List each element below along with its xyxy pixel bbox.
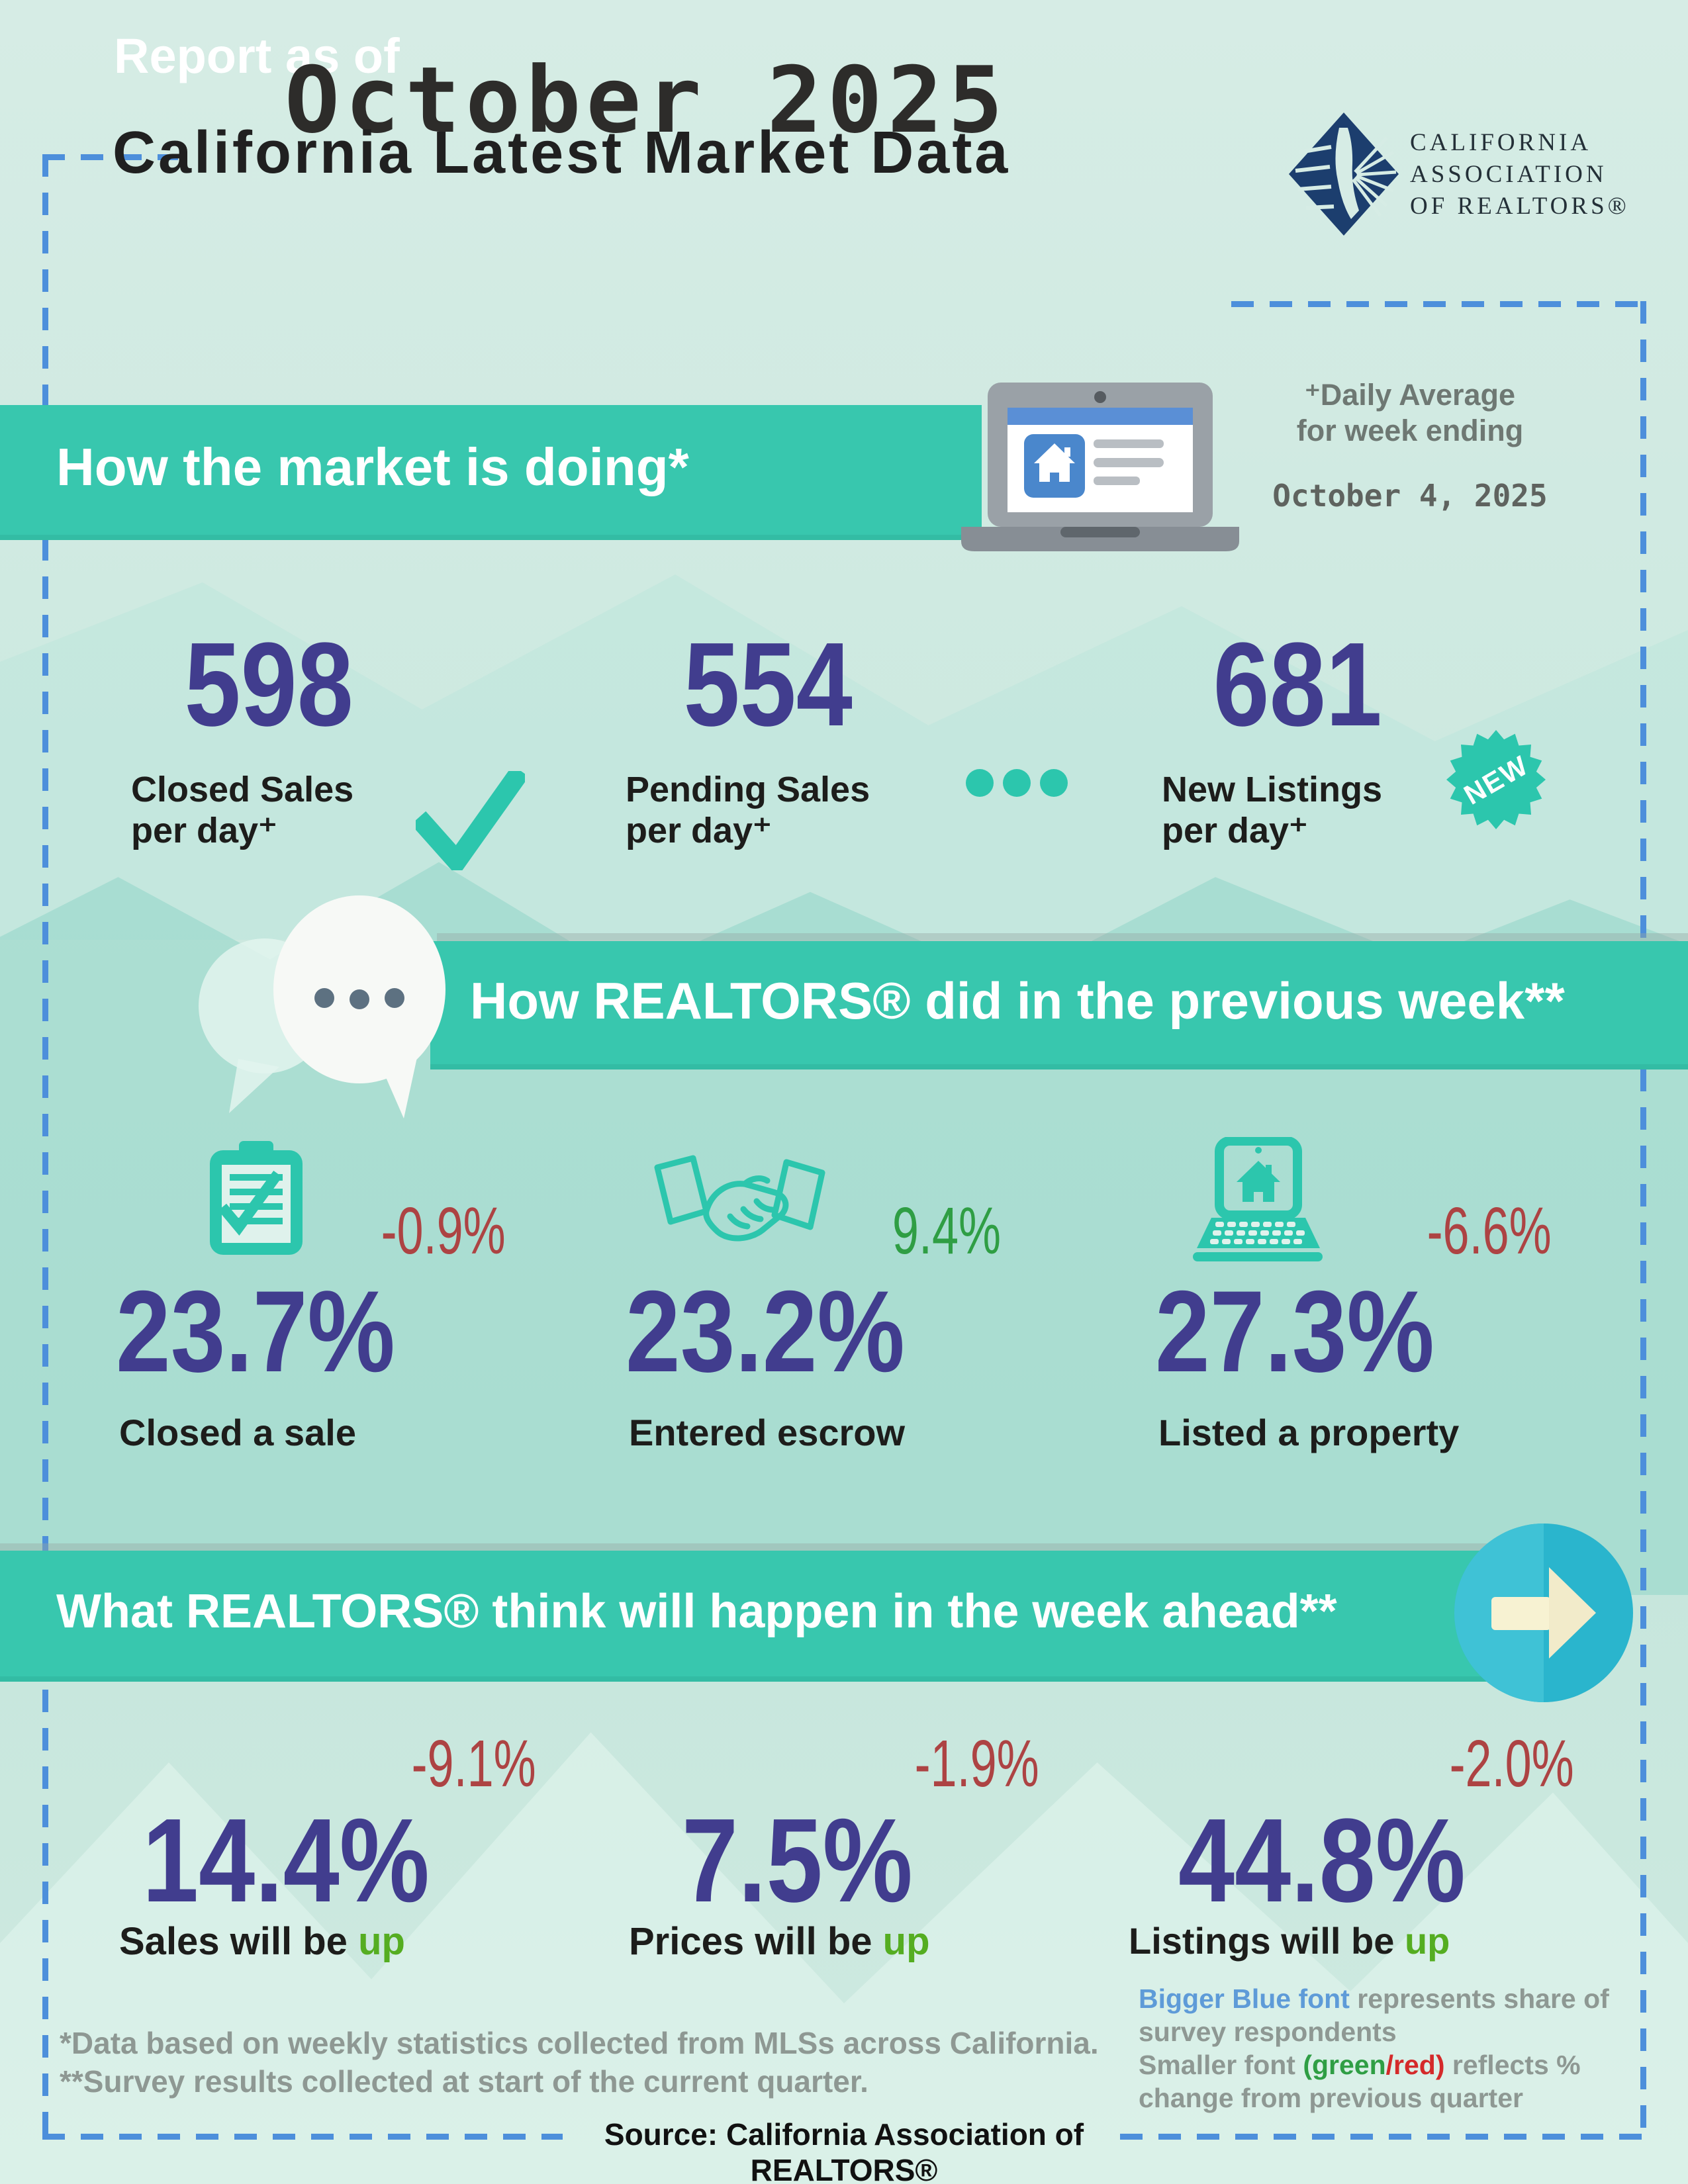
laptop-house-icon bbox=[1192, 1137, 1324, 1264]
banner-week-ahead: What REALTORS® think will happen in the … bbox=[0, 1551, 1534, 1682]
banner3-top-shadow bbox=[0, 1543, 1536, 1551]
listed-property-value: 27.3% bbox=[1155, 1267, 1434, 1396]
listed-property-change: -6.6% bbox=[1427, 1194, 1552, 1268]
daily-average-line2: for week ending bbox=[1296, 414, 1524, 447]
closed-sale-value: 23.7% bbox=[116, 1267, 395, 1396]
pending-sales-label: Pending Sales per day⁺ bbox=[626, 770, 870, 850]
dashed-border-bottom-left bbox=[42, 2134, 563, 2140]
entered-escrow-label: Entered escrow bbox=[629, 1412, 906, 1453]
source-line: Source: California Association of REALTO… bbox=[604, 2117, 1084, 2184]
listings-up-label: Listings will be up bbox=[1129, 1920, 1450, 1962]
banner-how-market-doing-title: How the market is doing* bbox=[56, 437, 689, 496]
legend-line2: survey respondents bbox=[1139, 2017, 1397, 2047]
new-starburst-badge: NEW bbox=[1446, 730, 1546, 829]
report-month-title: October 2025 bbox=[285, 47, 1008, 154]
closed-sales-label: Closed Sales per day⁺ bbox=[131, 770, 354, 850]
new-listings-value: 681 bbox=[1213, 618, 1382, 751]
report-as-of-label: Report as of bbox=[114, 28, 400, 83]
dashed-border-left bbox=[42, 154, 48, 2140]
closed-sales-value: 598 bbox=[184, 618, 353, 751]
banner2-top-shadow bbox=[437, 933, 1688, 941]
banner-realtors-previous-week: How REALTORS® did in the previous week** bbox=[430, 941, 1688, 1069]
legend-line1: Bigger Blue font represents share of bbox=[1139, 1983, 1609, 2014]
listings-up-value: 44.8% bbox=[1178, 1794, 1466, 1927]
prices-up-change: -1.9% bbox=[914, 1727, 1040, 1801]
banner-realtors-previous-week-title: How REALTORS® did in the previous week** bbox=[470, 972, 1565, 1030]
dashed-border-top-right bbox=[1231, 301, 1643, 307]
pending-sales-value: 554 bbox=[683, 618, 853, 751]
entered-escrow-change: 9.4% bbox=[892, 1194, 1002, 1268]
new-listings-label: New Listings per day⁺ bbox=[1162, 770, 1383, 850]
car-logo-line3: OF REALTORS® bbox=[1410, 193, 1630, 220]
footnotes: *Data based on weekly statistics collect… bbox=[60, 2024, 1099, 2101]
prices-up-label: Prices will be up bbox=[629, 1920, 930, 1963]
sales-up-label: Sales will be up bbox=[119, 1920, 405, 1963]
listed-property-label: Listed a property bbox=[1158, 1412, 1460, 1453]
speech-bubbles-icon bbox=[185, 893, 463, 1122]
week-ending-date: October 4, 2025 bbox=[1272, 478, 1548, 514]
checkmark-icon bbox=[416, 771, 525, 870]
car-logo-diamond-icon bbox=[1289, 113, 1399, 236]
listings-up-change: -2.0% bbox=[1449, 1727, 1575, 1801]
car-logo-line2: ASSOCIATION bbox=[1410, 161, 1607, 188]
dashed-border-bottom-right bbox=[1120, 2134, 1646, 2140]
sales-up-value: 14.4% bbox=[142, 1794, 430, 1927]
footnote-1: *Data based on weekly statistics collect… bbox=[60, 2026, 1099, 2060]
closed-sale-change: -0.9% bbox=[381, 1194, 506, 1268]
laptop-listing-icon bbox=[961, 383, 1239, 560]
banner-how-market-doing: How the market is doing* bbox=[0, 405, 982, 540]
sales-up-word: up bbox=[358, 1920, 405, 1963]
legend-line4: change from previous quarter bbox=[1139, 2083, 1523, 2113]
daily-average-line1: ⁺Daily Average bbox=[1304, 378, 1516, 412]
clipboard-check-icon bbox=[195, 1140, 318, 1257]
banner-week-ahead-title: What REALTORS® think will happen in the … bbox=[56, 1585, 1337, 1638]
ellipsis-dots-icon bbox=[963, 766, 1072, 799]
car-logo-line1: CALIFORNIA bbox=[1410, 129, 1592, 156]
car-logo-wordmark: CALIFORNIA ASSOCIATION OF REALTORS® bbox=[1410, 127, 1630, 222]
legend-line3: Smaller font (green/red) reflects % bbox=[1139, 2050, 1581, 2080]
car-logo bbox=[1288, 111, 1400, 237]
legend: Bigger Blue font represents share of sur… bbox=[1139, 1982, 1628, 2115]
entered-escrow-value: 23.2% bbox=[626, 1267, 905, 1396]
prices-up-value: 7.5% bbox=[682, 1794, 913, 1927]
page-subtitle: California Latest Market Data bbox=[113, 120, 1011, 186]
prices-up-word: up bbox=[882, 1920, 930, 1963]
sales-up-change: -9.1% bbox=[411, 1727, 537, 1801]
dashed-border-top-left-stub bbox=[42, 154, 178, 160]
closed-sale-label: Closed a sale bbox=[119, 1412, 356, 1453]
daily-average-note: ⁺Daily Average for week ending bbox=[1261, 377, 1559, 449]
arrow-circle-icon bbox=[1453, 1522, 1635, 1704]
footnote-2: **Survey results collected at start of t… bbox=[60, 2064, 868, 2099]
handshake-icon bbox=[652, 1153, 827, 1264]
listings-up-word: up bbox=[1404, 1920, 1450, 1962]
dashed-border-right bbox=[1640, 301, 1646, 2140]
